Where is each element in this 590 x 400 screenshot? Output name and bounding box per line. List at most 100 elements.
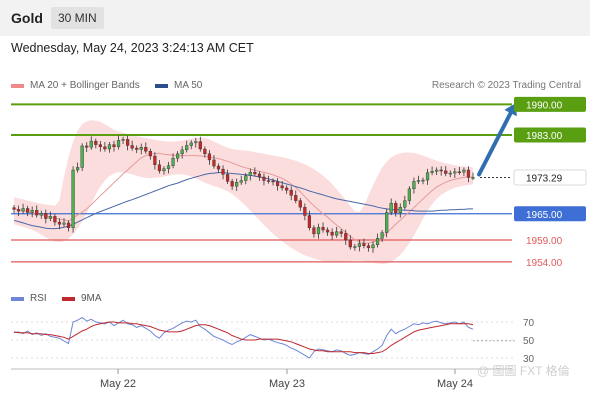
candle [462, 167, 466, 176]
candle-body [416, 180, 421, 182]
candle [221, 165, 225, 180]
candle-body [76, 167, 80, 171]
candle [448, 170, 452, 178]
candle [16, 205, 21, 216]
timeframe-badge[interactable]: 30 MIN [51, 7, 104, 29]
candle [466, 166, 471, 183]
time-tick-may-23: May 23 [269, 378, 305, 390]
candle-body [307, 215, 312, 228]
candle [166, 161, 171, 174]
candle-body [312, 227, 316, 235]
candle [453, 168, 457, 178]
rsi-tick-30: 30 [523, 354, 535, 365]
candle [416, 175, 421, 184]
candle [85, 142, 89, 153]
candle-body [235, 182, 239, 187]
candle-body [216, 165, 221, 170]
candle [80, 143, 84, 172]
candle-body [366, 245, 371, 249]
candle-body [35, 210, 39, 216]
candle [444, 166, 448, 177]
candle [271, 178, 275, 186]
candle-body [462, 169, 466, 173]
candle [380, 229, 384, 242]
candle [457, 166, 461, 175]
candle [285, 185, 289, 194]
rsi-line [13, 316, 474, 359]
candle-body [230, 181, 234, 187]
candle [71, 166, 75, 233]
candle [203, 146, 207, 158]
candle-body [16, 209, 21, 212]
candle [289, 186, 293, 201]
candle-body [466, 169, 471, 178]
candle-body [166, 165, 171, 169]
candle [294, 190, 298, 204]
legend-rsi: RSI [11, 293, 47, 304]
source-credit: Research © 2023 Trading Central [431, 80, 581, 91]
candle [253, 167, 257, 177]
candle [375, 233, 380, 248]
candle [325, 227, 330, 236]
candle [371, 241, 375, 253]
candle [307, 210, 312, 231]
legend-ma20-swatch [11, 83, 24, 88]
forecast-arrow-shaft [477, 108, 514, 177]
candle [335, 226, 339, 238]
candle-body [412, 181, 416, 190]
candle-body [212, 159, 216, 167]
candle-body [257, 173, 262, 178]
candle-body [185, 145, 189, 151]
candle [321, 222, 325, 233]
candle-body [139, 147, 143, 150]
legend-9ma: 9MA [62, 293, 102, 304]
candle-body [394, 203, 398, 214]
candle-body [430, 171, 434, 173]
candle-body [148, 150, 152, 157]
candle-body [21, 208, 25, 212]
legend-9ma-swatch [62, 296, 75, 301]
candle [412, 177, 416, 194]
candle [216, 163, 221, 173]
candle-body [457, 171, 461, 173]
forecast-arrow-head [504, 103, 517, 117]
legend-ma50: MA 50 [155, 80, 202, 91]
candle [280, 180, 284, 191]
candle [230, 178, 234, 190]
candle-body [239, 180, 243, 183]
datetime-label: Wednesday, May 24, 2023 3:24:13 AM CET [11, 41, 254, 55]
candle [53, 213, 57, 226]
candle-body [103, 146, 107, 150]
candle [107, 142, 112, 153]
candle-body [435, 169, 439, 172]
candle [126, 135, 130, 151]
candle [48, 211, 52, 222]
candle-body [375, 238, 380, 246]
candle [248, 168, 252, 181]
price-tag-1954.00: 1954.00 [526, 258, 563, 269]
candle-body [380, 232, 384, 239]
candle-body [253, 171, 257, 175]
candle [21, 203, 25, 214]
candle [348, 235, 352, 250]
candle-body [371, 244, 375, 249]
candle-body [275, 181, 280, 186]
candle [57, 218, 62, 230]
header-bar: Gold 30 MIN [0, 0, 590, 36]
candle [44, 209, 48, 224]
candle-body [285, 187, 289, 191]
candle [394, 200, 398, 217]
ma20-line [13, 152, 473, 244]
candle-body [53, 216, 57, 223]
candle [194, 137, 198, 148]
price-tag-bg-1990.00 [514, 96, 586, 112]
candle-body [389, 203, 393, 213]
candle [116, 135, 121, 150]
candle [12, 205, 16, 214]
candle [35, 205, 39, 218]
candle [198, 136, 202, 152]
candle [94, 138, 98, 149]
candle-body [339, 231, 343, 234]
candle-body [116, 140, 121, 148]
